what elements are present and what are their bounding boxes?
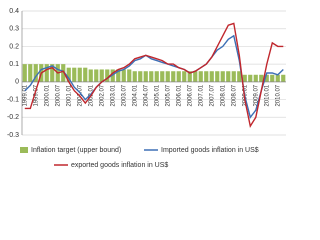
bar [204, 71, 209, 82]
bar [105, 69, 110, 82]
x-tick-label: 2006.01 [176, 84, 182, 106]
bar [149, 71, 154, 82]
x-tick-label: 2004.01 [132, 84, 138, 106]
bar [83, 67, 88, 82]
bar [220, 71, 225, 82]
y-tick-label: -0.2 [7, 114, 19, 121]
bar [226, 71, 231, 82]
bar [242, 74, 247, 82]
y-tick-label: 0.4 [9, 8, 19, 15]
bar [22, 64, 27, 82]
bar [154, 71, 159, 82]
bar [28, 64, 33, 82]
legend-label: Inflation target (upper bound) [31, 147, 121, 154]
x-tick-label: 1999.07 [33, 84, 39, 106]
bar [99, 69, 104, 82]
bar [264, 74, 269, 82]
bar [259, 74, 264, 82]
x-tick-label: 2000.07 [55, 84, 61, 106]
y-tick-label: 0.1 [9, 61, 19, 68]
legend-label: exported goods inflation in US$ [71, 162, 168, 169]
bar [121, 69, 126, 82]
bar [193, 71, 198, 82]
x-tick-label: 2002.07 [99, 84, 105, 106]
bar [237, 71, 242, 82]
x-tick-label: 2001.01 [66, 84, 72, 106]
bar [253, 74, 258, 82]
x-tick-label: 2009.07 [253, 84, 259, 106]
x-tick-label: 2010.07 [275, 84, 281, 106]
bar [270, 74, 275, 82]
bar [198, 71, 203, 82]
bar [116, 69, 121, 82]
y-tick-label: 0 [15, 79, 19, 86]
x-tick-label: 2008.01 [220, 84, 226, 106]
bar [275, 74, 280, 82]
bar [215, 71, 220, 82]
bar [66, 67, 71, 82]
y-tick-label: -0.1 [7, 96, 19, 103]
x-tick-label: 2006.07 [187, 84, 193, 106]
bar [165, 71, 170, 82]
x-tick-label: 2005.01 [154, 84, 160, 106]
bar [88, 69, 93, 82]
x-tick-label: 2010.01 [264, 84, 270, 106]
bar [176, 71, 181, 82]
x-tick-label: 2007.01 [198, 84, 204, 106]
x-tick-label: 1999.01 [22, 84, 28, 106]
x-tick-label: 2003.07 [121, 84, 127, 106]
x-tick-label: 2001.07 [77, 84, 83, 106]
bar [77, 67, 82, 82]
legend-swatch [20, 147, 28, 153]
y-tick-label: 0.3 [9, 26, 19, 33]
bar [248, 74, 253, 82]
bar [231, 71, 236, 82]
bar [50, 64, 55, 82]
bar [160, 71, 165, 82]
bar [182, 71, 187, 82]
bar [72, 67, 77, 82]
bar [127, 69, 132, 82]
bar [171, 71, 176, 82]
bar [61, 64, 66, 82]
bar [143, 71, 148, 82]
x-tick-label: 2004.07 [143, 84, 149, 106]
bar [209, 71, 214, 82]
x-tick-label: 2005.07 [165, 84, 171, 106]
legend-label: Imported goods inflation in US$ [161, 147, 259, 154]
x-tick-label: 2000.01 [44, 84, 50, 106]
line [24, 22, 284, 128]
bar [281, 74, 286, 82]
x-tick-label: 2007.07 [209, 84, 215, 106]
bar [33, 64, 38, 82]
chart: -0.3 -0.2 -0.1 0 0.1 0.2 0.3 0.4 1999.01 1999.07 2… [7, 8, 286, 169]
y-tick-label: 0.2 [9, 43, 19, 50]
y-tick-label: -0.3 [7, 132, 19, 139]
x-tick-label: 2008.07 [231, 84, 237, 106]
bar [138, 71, 143, 82]
bar [187, 71, 192, 82]
x-tick-label: 2003.01 [110, 84, 116, 106]
bar [132, 71, 137, 82]
bar [44, 64, 49, 82]
bar [94, 69, 99, 82]
